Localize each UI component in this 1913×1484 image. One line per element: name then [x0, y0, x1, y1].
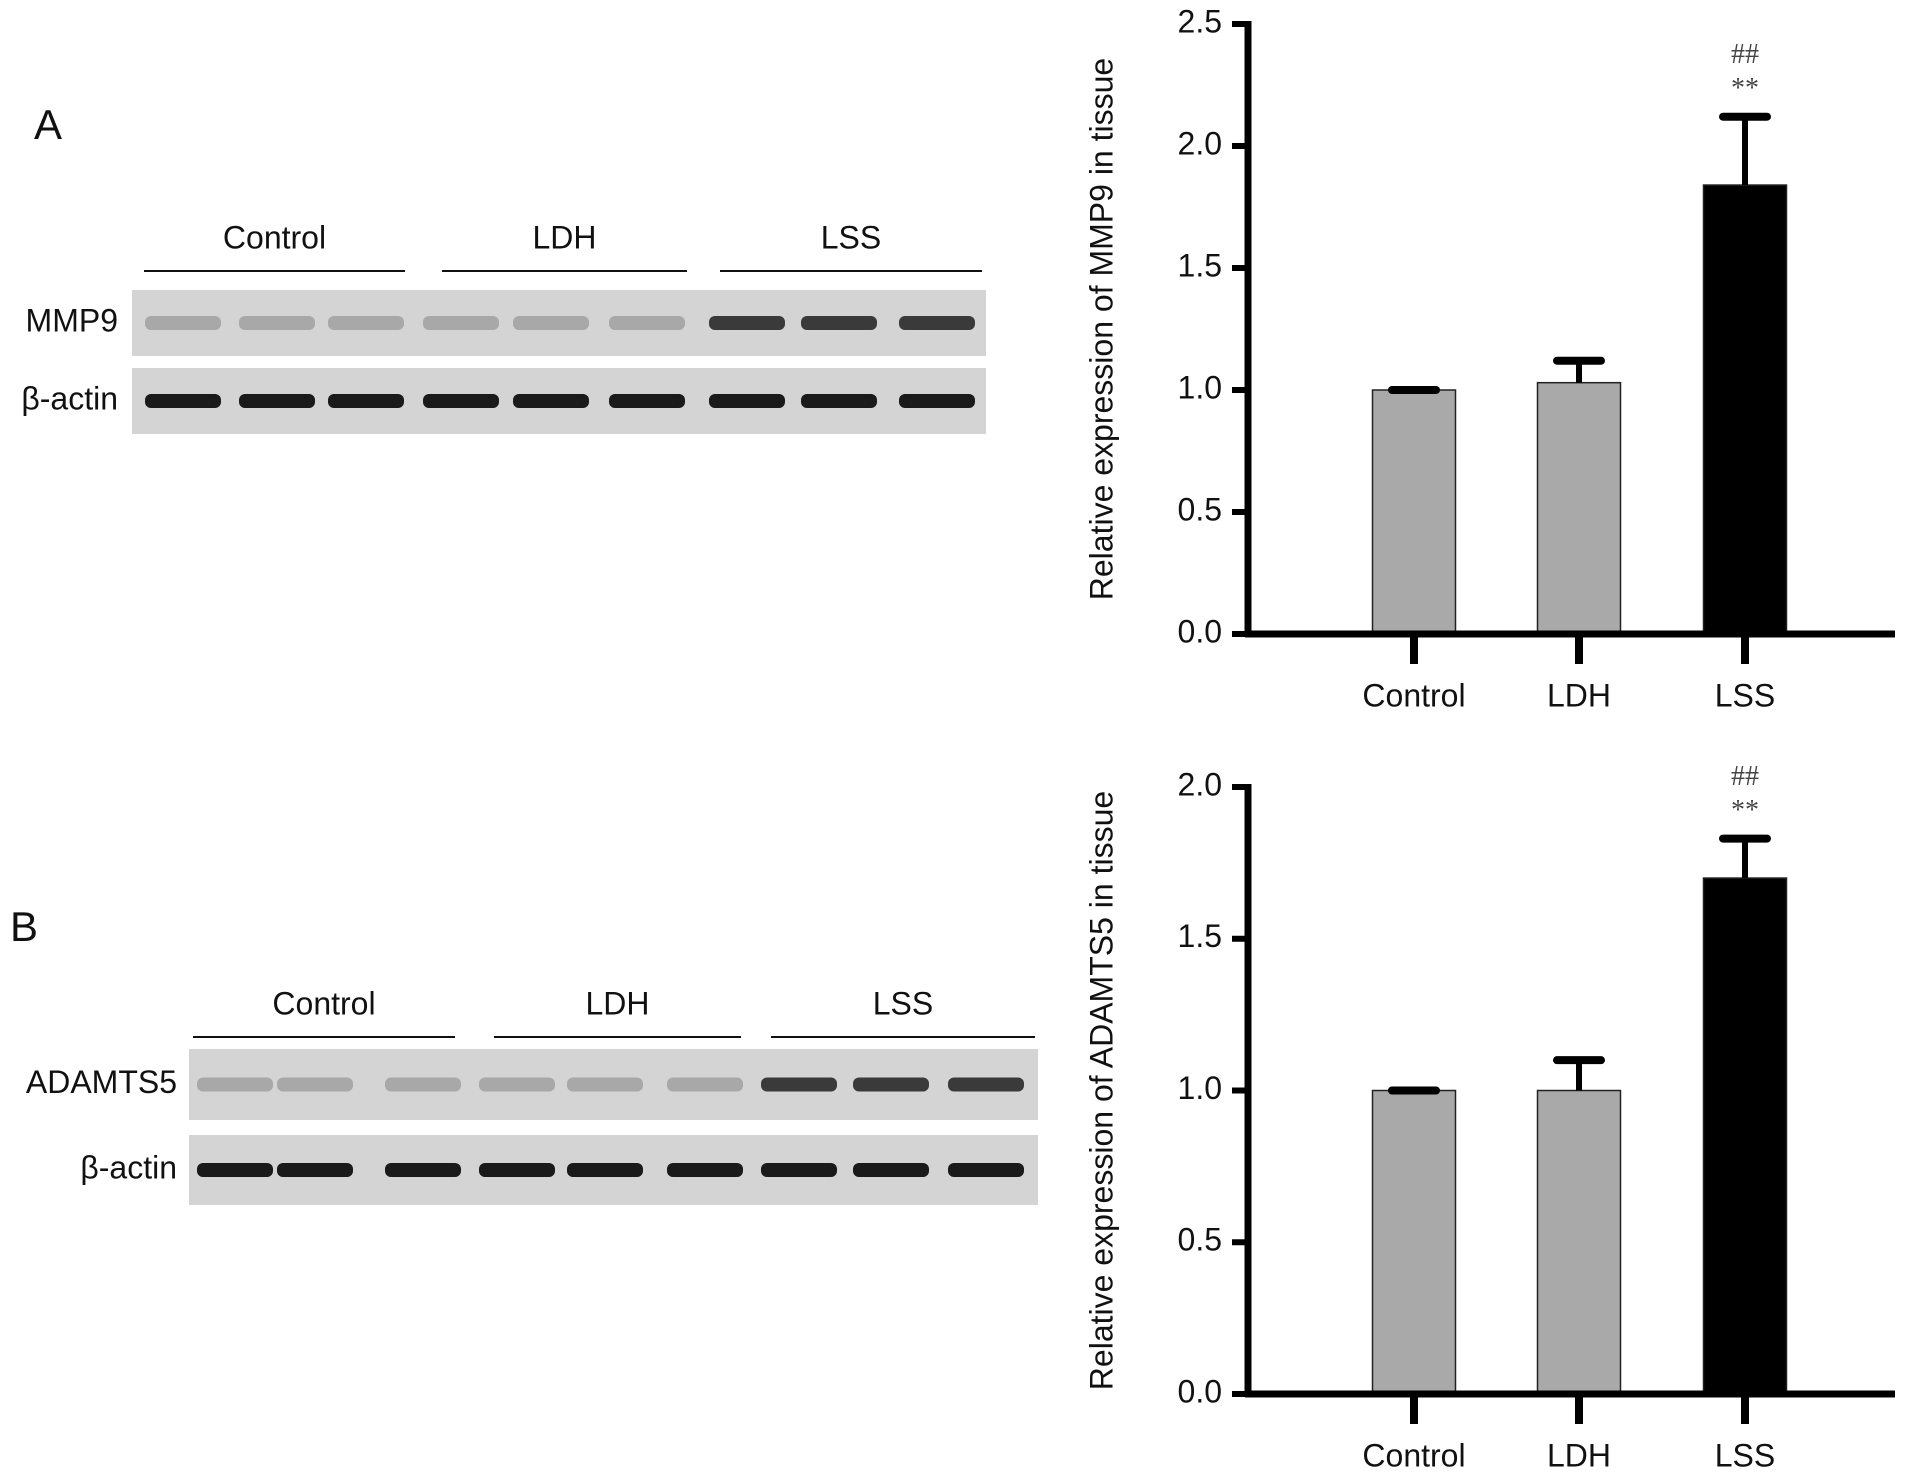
row-label: MMP9: [26, 302, 118, 338]
gel-band: [239, 316, 315, 330]
gel-band: [609, 316, 685, 330]
gel-band: [277, 1163, 353, 1177]
gel-band: [197, 1163, 273, 1177]
gel-band: [197, 1077, 273, 1092]
gel-band: [948, 1163, 1024, 1177]
significance-mark: ##: [1731, 761, 1759, 792]
gel-band: [239, 394, 315, 408]
gel-band: [277, 1077, 353, 1092]
gel-band: [853, 1163, 929, 1177]
gel-band: [145, 316, 221, 330]
gel-band: [709, 316, 785, 330]
y-tick-label: 1.0: [1178, 1070, 1222, 1106]
x-tick-label: LSS: [1715, 677, 1775, 713]
gel-band: [145, 394, 221, 408]
gel-band: [479, 1077, 555, 1092]
gel-band: [479, 1163, 555, 1177]
significance-mark: ##: [1731, 39, 1759, 70]
y-tick-label: 2.5: [1178, 3, 1222, 39]
group-label: Control: [272, 985, 375, 1021]
x-tick-label: LSS: [1715, 1437, 1775, 1473]
gel-band: [801, 316, 877, 330]
gel-band: [423, 394, 499, 408]
significance-mark: **: [1731, 795, 1759, 826]
x-tick-label: Control: [1362, 1437, 1465, 1473]
gel-band: [385, 1077, 461, 1092]
gel-band: [667, 1077, 743, 1092]
panel-label: A: [34, 101, 62, 148]
y-tick-label: 1.0: [1178, 369, 1222, 405]
group-label: LDH: [532, 219, 596, 255]
x-tick-label: Control: [1362, 677, 1465, 713]
x-tick-label: LDH: [1547, 677, 1611, 713]
y-axis-title: Relative expression of MMP9 in tissue: [1083, 58, 1119, 600]
row-label: β-actin: [21, 380, 118, 416]
bar: [1371, 389, 1457, 635]
gel-band: [567, 1163, 643, 1177]
gel-band: [948, 1077, 1024, 1092]
gel-band: [609, 394, 685, 408]
gel-band: [385, 1163, 461, 1177]
y-tick-label: 1.5: [1178, 918, 1222, 954]
bar: [1536, 381, 1622, 635]
gel-band: [899, 394, 975, 408]
group-label: LDH: [585, 985, 649, 1021]
gel-band: [667, 1163, 743, 1177]
bar: [1536, 1089, 1622, 1395]
bar: [1702, 184, 1788, 635]
y-tick-label: 0.0: [1178, 1373, 1222, 1409]
group-label: LSS: [873, 985, 933, 1021]
panel-label: B: [10, 903, 38, 950]
gel-band: [899, 316, 975, 330]
significance-mark: **: [1731, 73, 1759, 104]
gel-band: [801, 394, 877, 408]
gel-band: [761, 1077, 837, 1092]
y-axis-title: Relative expression of ADAMTS5 in tissue: [1083, 791, 1119, 1390]
bar: [1702, 877, 1788, 1395]
y-tick-label: 2.0: [1178, 125, 1222, 161]
group-label: Control: [223, 219, 326, 255]
y-tick-label: 0.5: [1178, 1222, 1222, 1258]
bar: [1371, 1089, 1457, 1395]
y-tick-label: 2.0: [1178, 766, 1222, 802]
y-tick-label: 0.5: [1178, 491, 1222, 527]
gel-band: [423, 316, 499, 330]
gel-band: [567, 1077, 643, 1092]
y-tick-label: 0.0: [1178, 613, 1222, 649]
gel-band: [761, 1163, 837, 1177]
row-label: β-actin: [80, 1149, 177, 1185]
gel-band: [513, 316, 589, 330]
gel-band: [709, 394, 785, 408]
gel-band: [328, 316, 404, 330]
group-label: LSS: [821, 219, 881, 255]
y-tick-label: 1.5: [1178, 247, 1222, 283]
x-tick-label: LDH: [1547, 1437, 1611, 1473]
gel-band: [513, 394, 589, 408]
gel-band: [328, 394, 404, 408]
gel-band: [853, 1077, 929, 1092]
row-label: ADAMTS5: [26, 1064, 177, 1100]
